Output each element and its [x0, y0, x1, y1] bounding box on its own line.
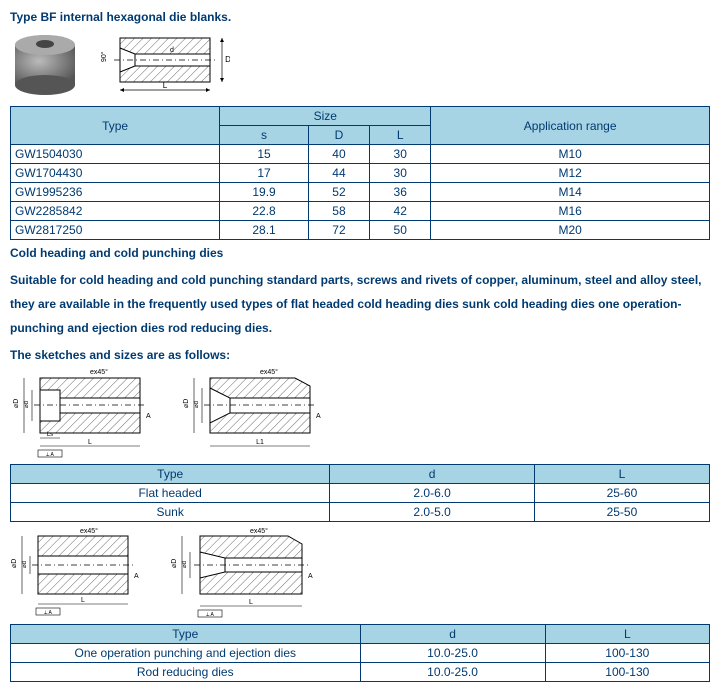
table-cell: One operation punching and ejection dies [11, 644, 361, 663]
table-cell: GW1995236 [11, 183, 220, 202]
table-cell: 40 [308, 145, 369, 164]
table-cell: 100-130 [545, 644, 709, 663]
table-row: GW1504030154030M10 [11, 145, 710, 164]
svg-text:D: D [225, 55, 230, 64]
table-cell: 10.0-25.0 [360, 644, 545, 663]
t3-th-d: d [360, 625, 545, 644]
table-cell: Sunk [11, 503, 330, 522]
table-cell: 17 [220, 164, 309, 183]
svg-text:⌀D: ⌀D [13, 399, 20, 408]
table-cell: GW1704430 [11, 164, 220, 183]
svg-text:d: d [170, 47, 174, 54]
table-cell: 25-60 [534, 484, 709, 503]
svg-text:L1: L1 [256, 439, 264, 446]
table-cell: GW1504030 [11, 145, 220, 164]
svg-text:L: L [88, 439, 92, 446]
sketch-row-1: L D 90° d [10, 30, 718, 100]
table-cell: 25-50 [534, 503, 709, 522]
table-cell: 30 [370, 145, 431, 164]
t2-th-l: L [534, 465, 709, 484]
bf-die-table: Type Size Application range s D L GW1504… [10, 106, 710, 240]
t2-th-type: Type [11, 465, 330, 484]
th-type: Type [11, 107, 220, 145]
t2-th-d: d [330, 465, 535, 484]
svg-text:⌀d: ⌀d [194, 401, 200, 408]
table-cell: M14 [431, 183, 710, 202]
table-row: One operation punching and ejection dies… [11, 644, 710, 663]
svg-text:⟂ A: ⟂ A [44, 610, 52, 616]
table-cell: M16 [431, 202, 710, 221]
flat-sunk-table: Type d L Flat headed2.0-6.025-60Sunk2.0-… [10, 464, 710, 522]
svg-text:A: A [308, 573, 313, 580]
flat-headed-die-sketch: ex45° ⌀D ⌀d L Ls ⟂ A A [10, 368, 160, 458]
sunk-die-sketch: ex45° ⌀D ⌀d L1 A [180, 368, 330, 458]
svg-text:ex45°: ex45° [90, 368, 108, 376]
table-cell: Flat headed [11, 484, 330, 503]
table-cell: 42 [370, 202, 431, 221]
svg-text:90°: 90° [100, 51, 108, 62]
table-cell: 58 [308, 202, 369, 221]
svg-text:A: A [146, 413, 151, 420]
section1-title: Type BF internal hexagonal die blanks. [10, 10, 718, 24]
section2-desc: Suitable for cold heading and cold punch… [10, 268, 718, 340]
table-cell: 44 [308, 164, 369, 183]
table-cell: GW2817250 [11, 221, 220, 240]
table-cell: 72 [308, 221, 369, 240]
svg-text:⌀d: ⌀d [182, 561, 188, 568]
table-cell: GW2285842 [11, 202, 220, 221]
table-cell: M20 [431, 221, 710, 240]
sketch-row-2: ex45° ⌀D ⌀d L Ls ⟂ A A ex45° ⌀D ⌀d L1 A [10, 368, 718, 458]
table-cell: M12 [431, 164, 710, 183]
punch-rod-table: Type d L One operation punching and ejec… [10, 624, 710, 682]
cylinder-cross-section-sketch: L D 90° d [100, 30, 230, 100]
svg-text:ex45°: ex45° [260, 368, 278, 376]
svg-text:A: A [134, 573, 139, 580]
svg-text:⟂ A: ⟂ A [206, 612, 214, 618]
table-row: Flat headed2.0-6.025-60 [11, 484, 710, 503]
table-cell: 15 [220, 145, 309, 164]
th-d: D [308, 126, 369, 145]
sketch-row-3: ex45° ⌀D ⌀d L ⟂ A A ex45° ⌀D ⌀d L ⟂ A A [10, 528, 718, 618]
table-cell: 2.0-5.0 [330, 503, 535, 522]
svg-text:⌀d: ⌀d [24, 401, 30, 408]
th-s: s [220, 126, 309, 145]
rod-reducing-sketch: ex45° ⌀D ⌀d L ⟂ A A [170, 528, 320, 618]
th-l: L [370, 126, 431, 145]
svg-text:⌀D: ⌀D [183, 399, 190, 408]
section2-heading: Cold heading and cold punching dies [10, 246, 718, 260]
table-row: GW281725028.17250M20 [11, 221, 710, 240]
svg-text:L: L [81, 597, 85, 604]
svg-text:ex45°: ex45° [250, 528, 268, 535]
table-row: Sunk2.0-5.025-50 [11, 503, 710, 522]
svg-text:⟂ A: ⟂ A [46, 452, 54, 458]
t3-th-l: L [545, 625, 709, 644]
table-cell: 52 [308, 183, 369, 202]
svg-text:⌀D: ⌀D [171, 559, 178, 568]
th-size: Size [220, 107, 431, 126]
table-cell: M10 [431, 145, 710, 164]
punching-ejection-sketch: ex45° ⌀D ⌀d L ⟂ A A [10, 528, 150, 618]
svg-text:⌀D: ⌀D [11, 559, 18, 568]
th-app: Application range [431, 107, 710, 145]
table-cell: 30 [370, 164, 431, 183]
table-cell: 36 [370, 183, 431, 202]
table-row: GW228584222.85842M16 [11, 202, 710, 221]
table-row: GW1704430174430M12 [11, 164, 710, 183]
table-cell: 19.9 [220, 183, 309, 202]
sketches-line: The sketches and sizes are as follows: [10, 348, 718, 362]
svg-text:⌀d: ⌀d [22, 561, 28, 568]
table-cell: 2.0-6.0 [330, 484, 535, 503]
cylinder-3d-sketch [10, 30, 80, 100]
svg-text:A: A [316, 413, 321, 420]
table-cell: 28.1 [220, 221, 309, 240]
table-row: GW199523619.95236M14 [11, 183, 710, 202]
t3-th-type: Type [11, 625, 361, 644]
table-cell: 50 [370, 221, 431, 240]
table-cell: 22.8 [220, 202, 309, 221]
svg-text:Ls: Ls [47, 432, 53, 438]
svg-text:ex45°: ex45° [80, 528, 98, 535]
svg-text:L: L [163, 81, 168, 90]
svg-text:L: L [249, 599, 253, 606]
